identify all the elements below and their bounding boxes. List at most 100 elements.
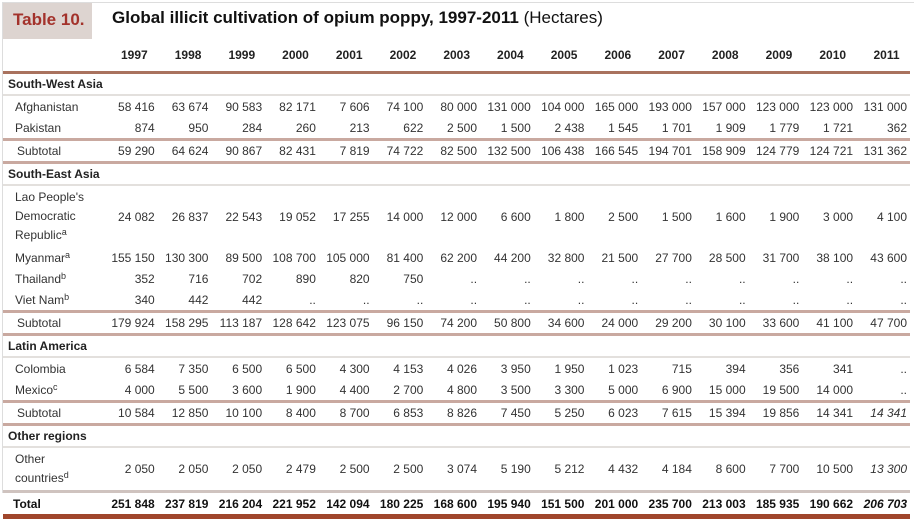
value-cell: 2 050 <box>178 462 209 476</box>
country-name: Viet Nam <box>15 292 65 307</box>
year-header: 2007 <box>641 38 695 74</box>
value-cell: 251 848 <box>104 490 158 519</box>
country-name: Lao People's Democratic Republic <box>15 190 85 242</box>
value-cell: 10 500 <box>816 462 854 476</box>
value-cell: 1 909 <box>715 120 746 135</box>
value-cell: 4 400 <box>339 382 370 397</box>
value-cell: 106 438 <box>533 138 588 164</box>
value-cell: 90 583 <box>225 99 263 114</box>
country-label: Myanmara <box>3 247 104 268</box>
country-name: Myanmar <box>15 250 66 265</box>
value-cell: 5 250 <box>533 400 588 426</box>
value-cell: 1 600 <box>715 209 746 224</box>
value-cell: 155 150 <box>111 250 155 265</box>
value-cell: 123 075 <box>318 310 373 336</box>
value-cell: 179 924 <box>104 310 158 336</box>
value-cell: 142 094 <box>318 490 373 519</box>
country-label: Colombia <box>3 357 104 379</box>
value-cell: 74 200 <box>426 310 481 336</box>
footnote-marker: b <box>64 291 70 302</box>
value-cell: 950 <box>188 120 209 135</box>
value-cell: 715 <box>671 361 692 376</box>
value-cell: 130 300 <box>165 250 209 265</box>
footnote-marker: c <box>53 381 58 392</box>
value-cell: 260 <box>295 120 316 135</box>
value-cell: 26 837 <box>171 209 209 224</box>
value-cell: 5 212 <box>554 462 585 476</box>
region-heading: Other regions <box>3 424 910 448</box>
year-header: 2002 <box>372 38 427 74</box>
value-cell: 166 545 <box>587 138 642 164</box>
value-cell: 31 700 <box>762 250 800 265</box>
value-cell: 132 500 <box>480 138 534 164</box>
value-cell: 4 153 <box>393 361 424 376</box>
value-cell: 38 100 <box>816 250 854 265</box>
value-cell: 89 500 <box>225 250 263 265</box>
table-row: Afghanistan 58 416 63 674 90 583 82 171 7 606… <box>3 95 910 117</box>
value-cell: 63 674 <box>171 99 209 114</box>
value-cell: 14 341 <box>856 400 910 426</box>
year-header: 1999 <box>211 38 266 74</box>
country-name: Colombia <box>15 361 66 376</box>
value-cell: .. <box>900 292 907 307</box>
value-cell: 356 <box>779 361 800 376</box>
value-cell: 2 438 <box>554 120 585 135</box>
value-cell: 2 479 <box>285 462 316 476</box>
value-cell: 7 615 <box>641 400 695 426</box>
value-cell: .. <box>738 292 746 307</box>
value-cell: .. <box>685 292 692 307</box>
value-cell: .. <box>577 271 585 286</box>
value-cell: 14 000 <box>816 382 854 397</box>
table-row: Colombia 6 584 7 350 6 500 6 500 4 300 4 153 4 … <box>3 357 910 379</box>
value-cell: 96 150 <box>372 310 427 336</box>
value-cell: 62 200 <box>440 250 478 265</box>
region-heading: Latin America <box>3 334 910 358</box>
value-cell: .. <box>524 271 531 286</box>
value-cell: 47 700 <box>856 310 910 336</box>
title-text: Global illicit cultivation of opium popp… <box>112 8 519 27</box>
value-cell: 4 026 <box>447 361 478 376</box>
footnote-marker: a <box>61 227 67 237</box>
value-cell: 362 <box>886 120 907 135</box>
value-cell: 27 700 <box>655 250 692 265</box>
value-cell: 44 200 <box>494 250 531 265</box>
value-cell: 30 100 <box>694 310 749 336</box>
value-cell: 3 074 <box>447 462 478 476</box>
value-cell: 12 850 <box>157 400 212 426</box>
value-cell: 1 900 <box>769 209 800 224</box>
value-cell: 2 500 <box>447 120 478 135</box>
value-cell: 22 543 <box>225 209 263 224</box>
value-cell: 7 350 <box>178 361 209 376</box>
value-cell: 82 500 <box>426 138 481 164</box>
value-cell: 28 500 <box>708 250 746 265</box>
value-cell: 104 000 <box>541 99 585 114</box>
country-label: Lao People's Democratic Republica <box>3 185 104 247</box>
value-cell: .. <box>416 292 424 307</box>
value-cell: 15 000 <box>708 382 746 397</box>
year-header: 2009 <box>748 38 803 74</box>
value-cell: 2 050 <box>124 462 155 476</box>
value-cell: 1 545 <box>608 120 639 135</box>
title-unit: (Hectares) <box>523 8 603 27</box>
value-cell: 64 624 <box>157 138 212 164</box>
value-cell: .. <box>900 271 907 286</box>
value-cell: 216 204 <box>211 490 266 519</box>
value-cell: .. <box>470 271 478 286</box>
value-cell: 168 600 <box>426 490 481 519</box>
country-label: Mexicoc <box>3 379 104 402</box>
value-cell: 201 000 <box>587 490 642 519</box>
value-cell: 158 909 <box>694 138 749 164</box>
subtotal-row: Subtotal 59 290 64 624 90 867 82 431 7 819 74 … <box>3 138 910 164</box>
footnote-marker: a <box>65 249 71 260</box>
value-cell: .. <box>792 271 800 286</box>
total-label: Total <box>3 490 104 519</box>
table-row: Viet Namb 340 442 442......................… <box>3 289 910 312</box>
value-cell: 442 <box>242 292 263 307</box>
header-blank <box>3 38 104 74</box>
value-cell: 21 500 <box>601 250 639 265</box>
value-cell: 284 <box>242 120 263 135</box>
value-cell: 131 000 <box>863 99 907 114</box>
value-cell: .. <box>738 271 746 286</box>
value-cell: 108 700 <box>272 250 316 265</box>
country-name: Other countries <box>15 452 64 485</box>
